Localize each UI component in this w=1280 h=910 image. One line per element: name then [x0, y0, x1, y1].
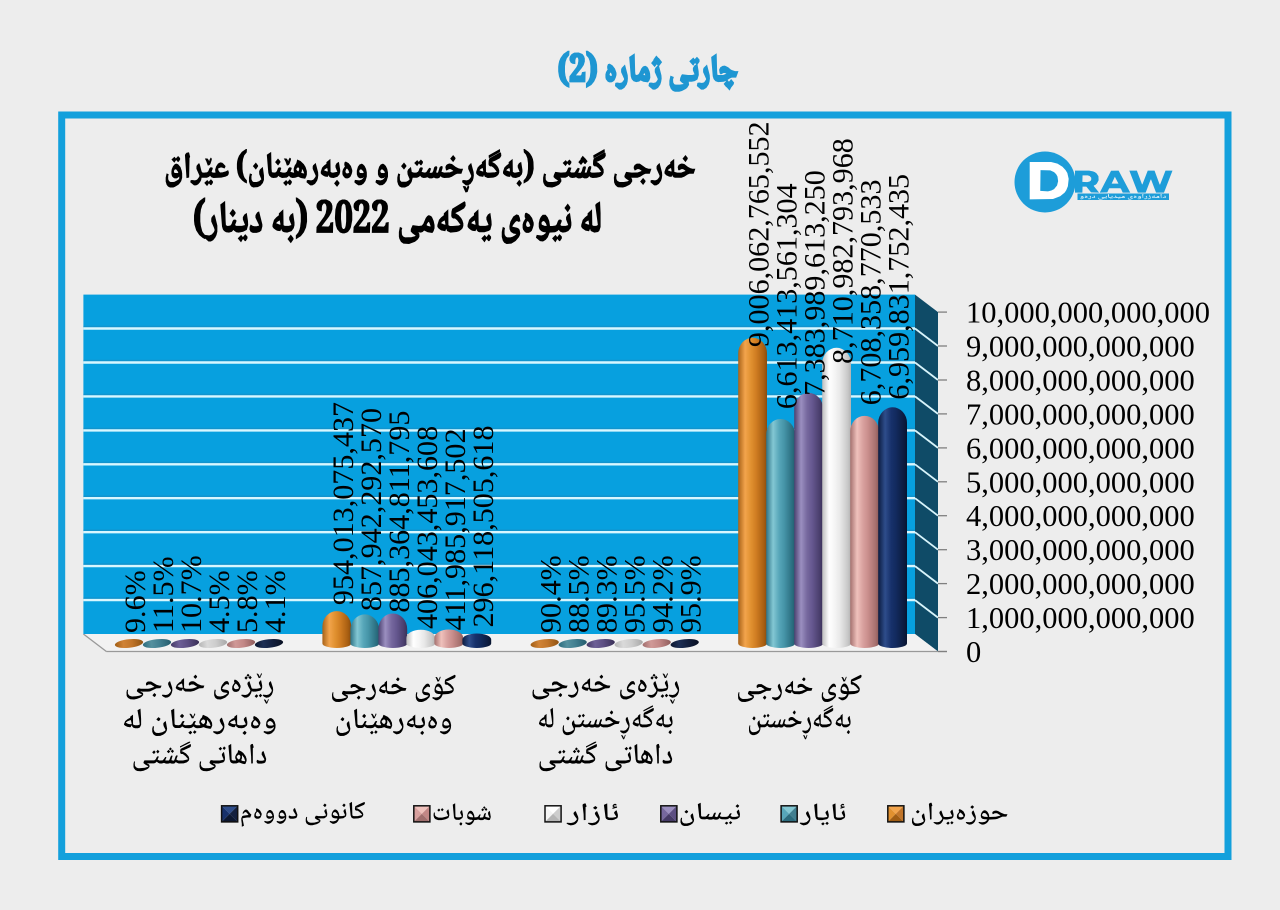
svg-text:9,006,062,765,552: 9,006,062,765,552 [742, 121, 776, 347]
svg-text:9.6%: 9.6% [118, 570, 152, 633]
svg-text:88.5%: 88.5% [562, 555, 596, 633]
svg-text:7,000,000,000,000: 7,000,000,000,000 [966, 397, 1195, 431]
svg-text:6,000,000,000,000: 6,000,000,000,000 [966, 431, 1195, 465]
svg-text:8,000,000,000,000: 8,000,000,000,000 [966, 364, 1195, 398]
svg-text:3,000,000,000,000: 3,000,000,000,000 [966, 533, 1195, 567]
svg-text:857,942,292,570: 857,942,292,570 [354, 408, 388, 611]
svg-text:5,000,000,000,000: 5,000,000,000,000 [966, 465, 1195, 499]
svg-text:95.5%: 95.5% [618, 555, 652, 633]
svg-text:90.4%: 90.4% [534, 555, 568, 633]
svg-text:10.7%: 10.7% [174, 555, 208, 633]
svg-text:4.1%: 4.1% [258, 570, 292, 633]
svg-text:5.8%: 5.8% [230, 570, 264, 633]
svg-text:954,013,075,437: 954,013,075,437 [326, 402, 360, 605]
svg-text:4.5%: 4.5% [202, 570, 236, 633]
svg-text:10,000,000,000,000: 10,000,000,000,000 [966, 296, 1210, 330]
svg-text:89.3%: 89.3% [590, 555, 624, 633]
svg-text:296,118,505,618: 296,118,505,618 [466, 425, 500, 627]
svg-text:9,000,000,000,000: 9,000,000,000,000 [966, 330, 1195, 364]
svg-text:6,708,358,770,533: 6,708,358,770,533 [854, 179, 888, 405]
svg-text:6,613,413,561,304: 6,613,413,561,304 [770, 183, 804, 409]
svg-text:406,043,453,608: 406,043,453,608 [410, 426, 444, 629]
svg-text:95.9%: 95.9% [674, 555, 708, 633]
svg-text:11.5%: 11.5% [146, 556, 180, 633]
svg-text:8,710,982,793,968: 8,710,982,793,968 [826, 138, 860, 364]
svg-text:4,000,000,000,000: 4,000,000,000,000 [966, 499, 1195, 533]
svg-text:94.2%: 94.2% [646, 555, 680, 633]
svg-text:7,383,989,613,250: 7,383,989,613,250 [798, 170, 832, 396]
svg-text:885,364,811,795: 885,364,811,795 [382, 411, 416, 613]
svg-text:0: 0 [966, 635, 981, 669]
svg-text:6,959,831,752,435: 6,959,831,752,435 [882, 174, 916, 400]
svg-text:411,985,917,502: 411,985,917,502 [438, 428, 472, 630]
svg-text:1,000,000,000,000: 1,000,000,000,000 [966, 601, 1195, 635]
svg-text:2,000,000,000,000: 2,000,000,000,000 [966, 567, 1195, 601]
